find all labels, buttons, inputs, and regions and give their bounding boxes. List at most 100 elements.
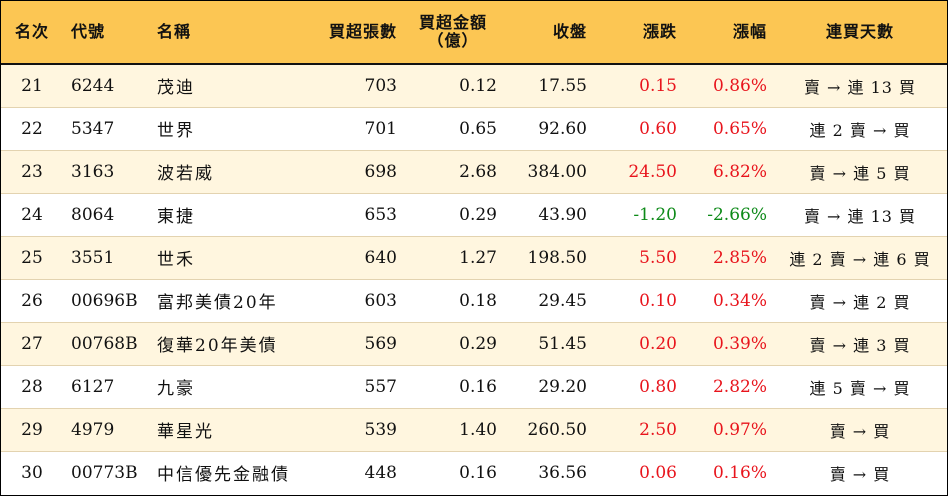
header-net-buy-lots: 買超張數 xyxy=(303,1,403,65)
net-buy-amount-cell: 1.40 xyxy=(459,419,497,440)
name-cell: 復華20年美債 xyxy=(157,336,278,356)
header-rank: 名次 xyxy=(1,1,63,65)
header-close: 收盤 xyxy=(503,1,593,65)
header-change: 漲跌 xyxy=(593,1,683,65)
change-cell: 0.60 xyxy=(639,118,677,139)
change-cell: 0.20 xyxy=(639,333,677,354)
name-cell: 茂迪 xyxy=(157,78,195,99)
rank-cell: 28 xyxy=(21,376,43,397)
net-buy-amount-cell: 0.12 xyxy=(459,75,497,96)
net-buy-lots-cell: 698 xyxy=(364,161,397,182)
header-code: 代號 xyxy=(63,1,147,65)
close-cell: 29.45 xyxy=(538,290,587,311)
streak-cell: 連 2 賣 → 連 6 買 xyxy=(789,249,931,269)
net-buy-amount-cell: 0.18 xyxy=(459,290,497,311)
code-cell: 3551 xyxy=(71,247,115,268)
code-cell: 6127 xyxy=(71,376,115,397)
streak-cell: 賣 → 買 xyxy=(829,464,891,484)
streak-cell: 連 5 賣 → 買 xyxy=(809,378,911,398)
table-row: 25 3551 世禾 640 1.27 198.50 5.50 2.85% 連 2 賣 → 連 … xyxy=(1,236,947,279)
name-cell: 華星光 xyxy=(157,422,214,442)
change-pct-cell: 0.16% xyxy=(712,462,767,483)
streak-cell: 賣 → 買 xyxy=(829,421,891,441)
net-buy-lots-cell: 603 xyxy=(364,290,397,311)
change-cell: 0.10 xyxy=(639,290,677,311)
code-cell: 00768B xyxy=(71,333,138,354)
code-cell: 5347 xyxy=(71,118,115,139)
table-row: 27 00768B 復華20年美債 569 0.29 51.45 0.20 0.39% 賣 → … xyxy=(1,322,947,365)
change-pct-cell: 0.97% xyxy=(712,419,767,440)
streak-cell: 賣 → 連 5 買 xyxy=(809,163,911,183)
name-cell: 東捷 xyxy=(157,207,195,227)
close-cell: 51.45 xyxy=(538,333,587,354)
net-buy-amount-cell: 0.16 xyxy=(459,376,497,397)
table-row: 24 8064 東捷 653 0.29 43.90 -1.20 -2.66% 賣 → 連 13 … xyxy=(1,193,947,236)
net-buy-lots-cell: 703 xyxy=(364,75,397,96)
streak-cell: 連 2 賣 → 買 xyxy=(809,120,911,140)
change-cell: 0.06 xyxy=(639,462,677,483)
close-cell: 198.50 xyxy=(527,247,587,268)
header-net-buy-amount-line2: （億） xyxy=(427,31,479,50)
change-cell: 24.50 xyxy=(628,161,677,182)
rank-cell: 27 xyxy=(21,333,43,354)
change-pct-cell: 6.82% xyxy=(712,161,767,182)
net-buy-amount-cell: 0.29 xyxy=(459,204,497,225)
change-pct-cell: 0.39% xyxy=(712,333,767,354)
net-buy-lots-cell: 448 xyxy=(364,462,397,483)
name-cell: 世禾 xyxy=(157,250,195,270)
change-pct-cell: 0.34% xyxy=(712,290,767,311)
change-pct-cell: 2.82% xyxy=(712,376,767,397)
header-net-buy-amount: 買超金額 （億） xyxy=(403,1,503,65)
name-cell: 富邦美債20年 xyxy=(157,293,278,313)
table-row: 26 00696B 富邦美債20年 603 0.18 29.45 0.10 0.34% 賣 → … xyxy=(1,279,947,322)
close-cell: 260.50 xyxy=(527,419,587,440)
code-cell: 8064 xyxy=(71,204,115,225)
net-buy-amount-cell: 0.16 xyxy=(459,462,497,483)
net-buy-lots-cell: 640 xyxy=(364,247,397,268)
rank-cell: 25 xyxy=(21,247,43,268)
code-cell: 4979 xyxy=(71,419,115,440)
streak-cell: 賣 → 連 13 買 xyxy=(803,206,917,226)
close-cell: 17.55 xyxy=(538,75,587,96)
name-cell: 中信優先金融債 xyxy=(157,465,290,486)
close-cell: 43.90 xyxy=(538,204,587,225)
change-pct-cell: 0.86% xyxy=(712,75,767,96)
table-row: 30 00773B 中信優先金融債 448 0.16 36.56 0.06 0.16% 賣 → … xyxy=(1,451,947,494)
rank-cell: 24 xyxy=(21,204,43,225)
change-pct-cell: 0.65% xyxy=(712,118,767,139)
table-row: 22 5347 世界 701 0.65 92.60 0.60 0.65% 連 2 賣 → 買 xyxy=(1,107,947,150)
streak-cell: 賣 → 連 2 買 xyxy=(809,292,911,312)
change-cell: 5.50 xyxy=(639,247,677,268)
table-row: 29 4979 華星光 539 1.40 260.50 2.50 0.97% 賣 → 買 xyxy=(1,408,947,451)
name-cell: 波若威 xyxy=(157,164,214,184)
net-buy-lots-cell: 701 xyxy=(364,118,397,139)
header-change-pct: 漲幅 xyxy=(683,1,773,65)
rank-cell: 29 xyxy=(21,419,43,440)
code-cell: 3163 xyxy=(71,161,115,182)
net-buy-lots-cell: 653 xyxy=(364,204,397,225)
change-cell: 0.15 xyxy=(639,75,677,96)
code-cell: 6244 xyxy=(71,75,115,96)
net-buy-amount-cell: 1.27 xyxy=(459,247,497,268)
change-cell: 0.80 xyxy=(639,376,677,397)
table-row: 28 6127 九豪 557 0.16 29.20 0.80 2.82% 連 5 賣 → 買 xyxy=(1,365,947,408)
streak-cell: 賣 → 連 3 買 xyxy=(809,335,911,355)
code-cell: 00773B xyxy=(71,462,138,483)
streak-cell: 賣 → 連 13 買 xyxy=(803,77,917,97)
code-cell: 00696B xyxy=(71,290,138,311)
net-buy-amount-cell: 2.68 xyxy=(459,161,497,182)
table-row: 21 6244 茂迪 703 0.12 17.55 0.15 0.86% 賣 → 連 13 買 xyxy=(1,64,947,107)
net-buy-lots-cell: 569 xyxy=(364,333,397,354)
close-cell: 384.00 xyxy=(527,161,587,182)
header-streak-days: 連買天數 xyxy=(773,1,947,65)
net-buy-amount-cell: 0.29 xyxy=(459,333,497,354)
rank-cell: 21 xyxy=(21,75,43,96)
net-buy-amount-cell: 0.65 xyxy=(459,118,497,139)
name-cell: 世界 xyxy=(157,121,195,141)
close-cell: 29.20 xyxy=(538,376,587,397)
rank-cell: 23 xyxy=(21,161,43,182)
table-row: 23 3163 波若威 698 2.68 384.00 24.50 6.82% 賣 → 連 5 … xyxy=(1,150,947,193)
